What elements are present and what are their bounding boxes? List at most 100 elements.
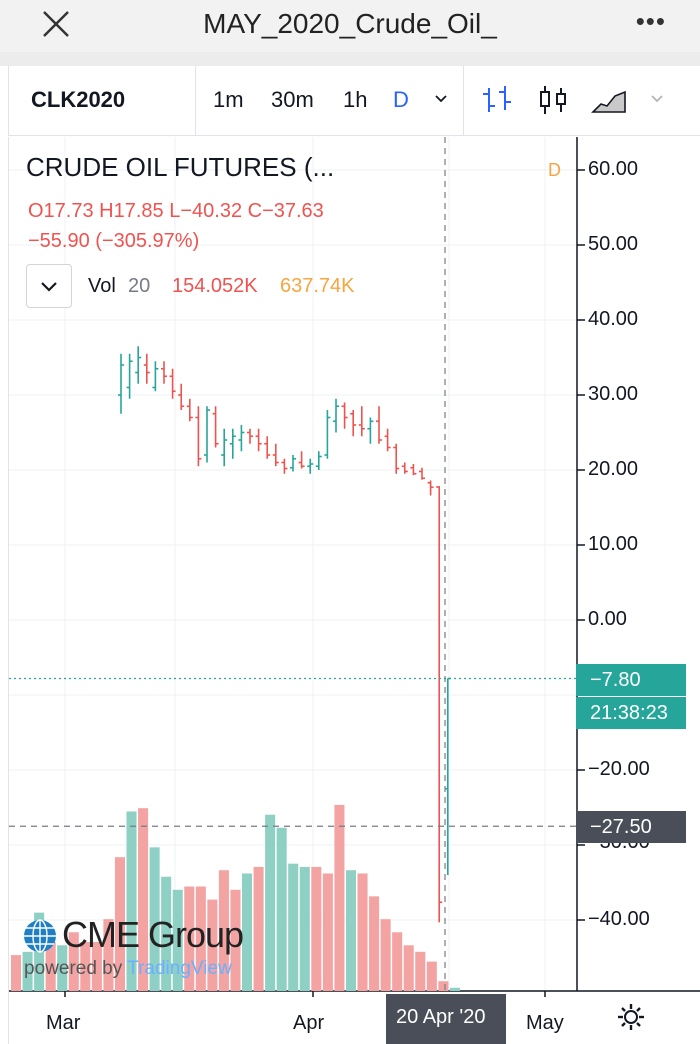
ohlc-bar [298, 451, 305, 469]
volume-bar [57, 945, 68, 991]
chart-overlays [9, 137, 577, 991]
volume-bar [230, 889, 241, 991]
volume-bar [265, 814, 276, 991]
volume-bar [138, 808, 149, 991]
price-chart[interactable] [9, 137, 700, 1044]
time-label-may: May [526, 1012, 564, 1034]
area-chart-icon[interactable] [591, 82, 627, 118]
interval-30m-button[interactable]: 30m [271, 87, 314, 112]
ohlc-bar [186, 398, 193, 422]
volume-value: 154.052K [172, 275, 258, 297]
chart-pane[interactable] [8, 137, 700, 1044]
price-tick-label: 50.00 [588, 233, 639, 255]
time-label-mar: Mar [46, 1012, 81, 1034]
ohlc-bar [427, 480, 434, 496]
interval-d-button[interactable]: D [393, 87, 409, 112]
toolbar-divider [463, 66, 464, 136]
volume-bar [149, 847, 160, 991]
ohlc-bar [229, 428, 236, 459]
crosshair-date-tag: 20 Apr '20 [386, 994, 506, 1044]
volume-bar [207, 899, 218, 991]
price-tick-label: 40.00 [588, 308, 639, 330]
price-tick-label: −40.00 [588, 908, 650, 930]
ohlc-bar [169, 368, 176, 399]
price-tick-label: 30.00 [588, 383, 639, 405]
chevron-down-icon[interactable] [435, 94, 447, 104]
volume-bar [80, 942, 91, 991]
volume-bar [218, 870, 229, 991]
legend-collapse-button[interactable] [26, 264, 72, 308]
volume-bar [299, 866, 310, 991]
ohlc-bar [290, 455, 296, 472]
volume-bar [438, 981, 449, 991]
series-legend: CRUDE OIL FUTURES (... O17.73 H17.85 L−4… [26, 152, 335, 252]
price-tick-label: 10.00 [588, 533, 639, 555]
chevron-down-icon [41, 282, 57, 292]
interval-1h-button[interactable]: 1h [343, 87, 368, 112]
ohlc-bar [161, 361, 167, 384]
ohlc-bar [143, 353, 150, 384]
ohlc-bar [212, 406, 219, 448]
volume-bar [22, 951, 33, 991]
header-gap [0, 52, 700, 66]
volume-bar [357, 873, 368, 991]
volume-bar [253, 866, 264, 991]
ohlc-bar [307, 458, 314, 474]
price-tick-label: 20.00 [588, 458, 639, 480]
ohlc-bar [384, 428, 391, 452]
volume-bar [161, 876, 172, 991]
ohlc-values: O17.73 H17.85 L−40.32 C−37.63 [28, 200, 324, 222]
ohlc-bar [264, 436, 271, 459]
volume-bar [392, 932, 403, 991]
price-tick-label: 0.00 [588, 608, 627, 630]
ohlc-bar [255, 428, 262, 452]
volume-bar [103, 919, 114, 991]
crosshair-price-tag: −27.50 [576, 811, 686, 844]
ohlc-bar [350, 410, 357, 437]
volume-bar [322, 873, 333, 991]
ohlc-bar [419, 467, 425, 480]
current-price-tag: −7.80 [576, 663, 686, 696]
ohlc-bar [436, 486, 443, 923]
candles-chart-icon[interactable] [535, 82, 571, 118]
series-name: CRUDE OIL FUTURES (... [26, 152, 335, 182]
ohlc-bar [204, 406, 210, 463]
chevron-down-icon[interactable] [651, 94, 663, 104]
ohlc-bar [221, 428, 228, 467]
volume-ma-value: 637.74K [280, 275, 355, 297]
volume-ma-length: 20 [128, 275, 151, 297]
ohlc-bar [341, 402, 348, 429]
symbol-search-button[interactable]: CLK2020 [31, 87, 126, 112]
powered-by-text: powered by TradingView [24, 958, 232, 979]
gear-icon[interactable] [616, 1002, 646, 1032]
bars-chart-icon[interactable] [479, 82, 515, 118]
title-bar: MAY_2020_Crude_Oil_ ••• [0, 0, 700, 52]
volume-bars [11, 804, 460, 991]
volume-bar [288, 863, 299, 991]
ohlc-bar [281, 458, 288, 474]
volume-bar [91, 942, 102, 991]
ohlc-bar [367, 417, 374, 444]
volume-bar [426, 961, 437, 991]
interval-1m-button[interactable]: 1m [213, 87, 244, 112]
ohlc-bar [118, 353, 124, 414]
ohlc-bar [247, 428, 253, 444]
time-label-apr: Apr [293, 1012, 325, 1034]
chart-toolbar: CLK2020 1m 30m 1h D [8, 66, 700, 136]
volume-bar [403, 945, 414, 991]
cme-logo-text: CME Group [62, 914, 244, 955]
volume-bar [311, 866, 322, 991]
more-dots-icon[interactable]: ••• [635, 6, 666, 36]
tradingview-link[interactable]: TradingView [127, 958, 232, 979]
close-icon[interactable] [40, 8, 72, 40]
volume-bar [415, 951, 426, 991]
price-tick-label: 60.00 [588, 158, 639, 180]
volume-label: Vol [88, 275, 116, 297]
ohlc-bar [358, 406, 365, 437]
ohlc-bar [393, 443, 400, 474]
volume-bar [114, 857, 125, 991]
ohlc-bar [333, 398, 339, 433]
window-title: MAY_2020_Crude_Oil_ [203, 8, 497, 39]
ohlc-bar [152, 361, 159, 392]
volume-bar [242, 873, 253, 991]
